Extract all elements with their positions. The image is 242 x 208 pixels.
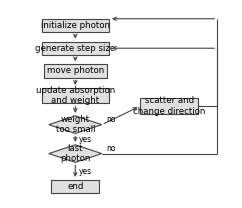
FancyBboxPatch shape bbox=[51, 180, 99, 193]
FancyBboxPatch shape bbox=[42, 42, 109, 55]
Text: scatter and
change direction: scatter and change direction bbox=[133, 96, 205, 116]
Text: yes: yes bbox=[79, 135, 92, 144]
Text: no: no bbox=[106, 144, 116, 153]
Text: no: no bbox=[106, 115, 116, 124]
Text: weight
too small: weight too small bbox=[55, 115, 95, 134]
Text: update absorption
and weight: update absorption and weight bbox=[36, 86, 115, 105]
Polygon shape bbox=[49, 145, 102, 162]
Text: move photon: move photon bbox=[47, 66, 104, 76]
FancyBboxPatch shape bbox=[44, 64, 106, 78]
Text: last
photon: last photon bbox=[60, 144, 91, 163]
Text: yes: yes bbox=[79, 167, 92, 176]
Text: initialize photon: initialize photon bbox=[41, 21, 110, 30]
Text: end: end bbox=[67, 182, 83, 191]
FancyBboxPatch shape bbox=[42, 19, 109, 32]
FancyBboxPatch shape bbox=[42, 88, 109, 104]
Polygon shape bbox=[49, 116, 102, 134]
FancyBboxPatch shape bbox=[140, 98, 198, 114]
Text: generate step size: generate step size bbox=[35, 44, 115, 53]
